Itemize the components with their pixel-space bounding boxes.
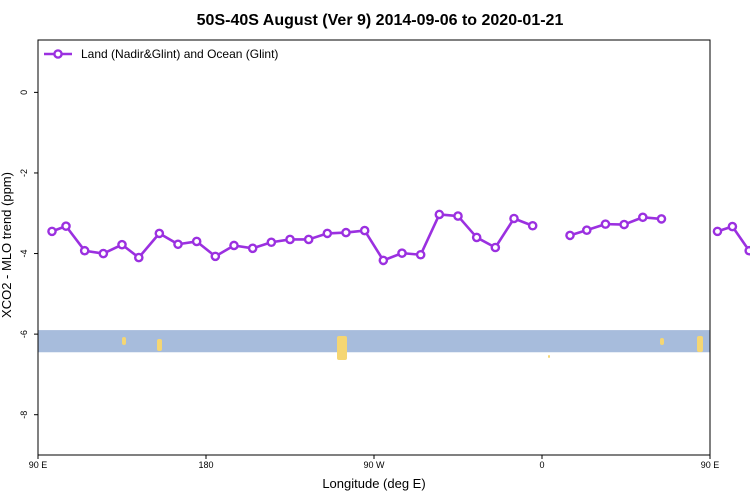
data-point [397,248,407,258]
y-tick-label: -2 [19,169,29,177]
y-tick-label: -6 [19,330,29,338]
data-point [582,225,592,235]
y-tick-label: -8 [19,411,29,419]
data-point [173,239,183,250]
data-point [210,251,221,262]
data-point [656,214,667,224]
data-point [490,242,501,253]
map-land-patch [660,338,664,345]
data-point [744,245,750,256]
data-point [61,221,71,231]
map-strip [38,330,710,360]
data-point [322,228,333,239]
map-land-patch [697,336,703,352]
legend: Land (Nadir&Glint) and Ocean (Glint) [44,47,278,61]
data-point [79,245,90,256]
map-ocean [38,330,710,353]
data-point [471,232,482,243]
data-point [453,211,463,221]
plot-frame [37,39,711,456]
data-point [359,225,370,236]
x-axis: 90 E 180 90 W 0 90 E [29,455,720,470]
data-point [117,239,127,250]
y-axis: 0 -2 -4 -6 -8 [19,90,38,419]
y-axis-title: XCO2 - MLO trend (ppm) [0,172,14,318]
data-point [727,221,738,232]
x-tick-label: 180 [198,460,213,470]
map-land-patch [337,336,347,360]
x-axis-title: Longitude (deg E) [322,476,425,491]
map-land-patch [122,337,126,345]
data-point [47,226,57,237]
data-point [378,255,389,266]
data-point [341,227,351,238]
series-line [717,225,750,253]
legend-label: Land (Nadir&Glint) and Ocean (Glint) [81,47,278,61]
series-layer [47,209,750,266]
data-point [415,249,426,260]
data-point [619,219,629,230]
data-point [266,237,277,248]
data-point [247,243,258,254]
y-tick-label: 0 [19,90,29,95]
data-point [434,209,445,220]
data-point [191,236,202,247]
data-point [98,248,109,259]
y-tick-label: -4 [19,250,29,258]
data-point [712,226,723,237]
map-land-patch [548,355,550,358]
x-tick-label: 0 [539,460,544,470]
data-point [229,240,239,251]
x-tick-label: 90 E [29,460,48,470]
data-point [600,219,611,229]
map-land-patch [157,339,162,351]
x-tick-label: 90 W [363,460,385,470]
data-point [285,234,295,245]
data-point [303,234,314,245]
chart-title: 50S-40S August (Ver 9) 2014-09-06 to 202… [197,12,564,29]
data-point [565,230,575,241]
data-point [527,220,538,231]
legend-marker [53,49,63,59]
data-point [133,252,144,263]
data-point [154,228,165,239]
x-tick-label: 90 E [701,460,720,470]
data-point [638,212,648,223]
data-point [509,213,519,224]
